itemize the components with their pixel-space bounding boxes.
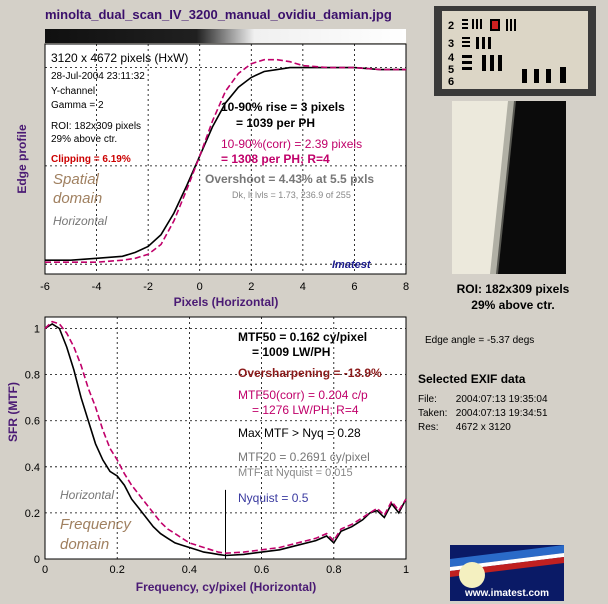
- mtf20-label: MTF20 = 0.2691 cy/pixel: [238, 450, 370, 464]
- x-tick-label: -4: [92, 281, 102, 293]
- x-tick-label: 6: [351, 281, 357, 293]
- x-tick-label: 0.8: [326, 564, 341, 576]
- spatial-label: Spatial: [53, 171, 100, 188]
- edge-profile-chart: -6 -4 -2 0 2 4 6 8 Pixels (Horizontal) Edge prof…: [15, 29, 409, 309]
- resolution-target-icon: 2 3 456: [442, 11, 588, 89]
- mtf50-corr-label: MTF50(corr) = 0.204 c/p: [238, 388, 368, 402]
- mtf50-label: MTF50 = 0.162 cy/pixel: [238, 330, 367, 344]
- y-tick-label: 0: [34, 554, 40, 566]
- y-tick-label: 0.8: [25, 370, 40, 382]
- svg-text:3: 3: [448, 38, 454, 50]
- svg-text:4: 4: [448, 52, 455, 64]
- edge-strip: [45, 29, 406, 43]
- svg-text:6: 6: [448, 76, 454, 88]
- x-tick-label: 4: [300, 281, 306, 293]
- svg-text:2: 2: [448, 20, 454, 32]
- x-tick-label: 0.6: [254, 564, 269, 576]
- gamma-label: Gamma = 2: [51, 100, 104, 111]
- y-axis-title: SFR (MTF): [6, 382, 20, 442]
- exif-label: Taken:: [418, 408, 448, 419]
- overshoot-label: Overshoot = 4.43% at 5.5 pxls: [205, 172, 374, 186]
- roi-caption: ROI: 182x309 pixels: [456, 282, 570, 296]
- rise-corr-label: 10-90%(corr) = 2.39 pixels: [221, 137, 362, 151]
- exif-value: 4672 x 3120: [455, 422, 511, 433]
- x-tick-label: 0.2: [110, 564, 125, 576]
- edge-series-0: [45, 66, 406, 261]
- imatest-label: Imatest: [332, 259, 372, 271]
- edge-plot-area: [44, 43, 407, 275]
- sfr-series-1: [44, 320, 407, 555]
- roi-image: [452, 101, 566, 274]
- mtf50-corr-lwph-label: = 1276 LW/PH; R=4: [252, 403, 359, 417]
- x-tick-label: 8: [403, 281, 409, 293]
- roi-label: ROI: 182x309 pixels: [51, 121, 141, 132]
- max-mtf-label: Max MTF > Nyq = 0.28: [238, 426, 361, 440]
- y-tick-label: 0.6: [25, 416, 40, 428]
- x-tick-label: 2: [248, 281, 254, 293]
- y-axis-title: Edge profile: [15, 124, 29, 194]
- y-tick-label: 1: [34, 324, 40, 336]
- x-tick-label: 0.4: [182, 564, 197, 576]
- sfr-chart: 0 0.2 0.4 0.6 0.8 1 0 0.2 0.4 0.6 0.8 1 Frequency, …: [6, 316, 409, 594]
- oversharpening-label: Oversharpening = -13.9%: [238, 366, 382, 380]
- rise-corr-ph-label: = 1308 per PH; R=4: [221, 152, 330, 166]
- x-tick-label: 0: [197, 281, 203, 293]
- exif-label: Res:: [418, 422, 439, 433]
- x-axis-title: Pixels (Horizontal): [174, 295, 279, 309]
- clipping-label: Clipping = 6.19%: [51, 154, 131, 165]
- y-tick-label: 0.4: [25, 462, 40, 474]
- exif-row-taken: Taken: 2004:07:13 19:34:51: [418, 408, 548, 419]
- svg-text:5: 5: [448, 64, 454, 76]
- date-label: 28-Jul-2004 23:11:32: [51, 71, 145, 82]
- levels-label: Dk, lt lvls = 1.73, 236.9 of 255: [232, 190, 351, 200]
- x-tick-label: -6: [40, 281, 50, 293]
- imatest-logo-icon: [450, 545, 564, 601]
- position-label: 29% above ctr.: [51, 134, 117, 145]
- x-tick-label: 1: [403, 564, 409, 576]
- imatest-logo[interactable]: www.imatest.com: [450, 545, 564, 601]
- domain-label: domain: [60, 536, 109, 553]
- channel-label: Y-channel: [51, 86, 95, 97]
- exif-label: File:: [418, 394, 437, 405]
- sfr-series-0: [44, 322, 407, 557]
- nyquist-label: Nyquist = 0.5: [238, 491, 309, 505]
- page-title: minolta_dual_scan_IV_3200_manual_ovidiu_…: [45, 7, 392, 22]
- exif-value: 2004:07:13 19:34:51: [455, 408, 548, 419]
- exif-row-file: File: 2004:07:13 19:35:04: [418, 394, 548, 405]
- y-tick-label: 0.2: [25, 508, 40, 520]
- imatest-url: www.imatest.com: [464, 588, 550, 599]
- exif-value: 2004:07:13 19:35:04: [455, 394, 548, 405]
- x-tick-label: -2: [143, 281, 153, 293]
- x-tick-label: 0: [42, 564, 48, 576]
- x-axis-title: Frequency, cy/pixel (Horizontal): [136, 580, 316, 594]
- exif-title: Selected EXIF data: [418, 372, 526, 386]
- mtf50-lwph-label: = 1009 LW/PH: [252, 345, 330, 359]
- exif-row-res: Res: 4672 x 3120: [418, 422, 511, 433]
- edge-angle-label: Edge angle = -5.37 degs: [425, 335, 535, 346]
- roi-position-caption: 29% above ctr.: [471, 298, 555, 312]
- domain-label: domain: [53, 190, 102, 207]
- edge-series-1: [45, 58, 406, 263]
- mtf-nyquist-label: MTF at Nyquist = 0.015: [238, 467, 353, 479]
- orientation-label: Horizontal: [60, 488, 114, 502]
- rise-label: 10-90% rise = 3 pixels: [221, 100, 345, 114]
- orientation-label: Horizontal: [53, 214, 107, 228]
- image-size-label: 3120 x 4672 pixels (HxW): [51, 51, 188, 65]
- frequency-label: Frequency: [60, 516, 132, 533]
- rise-ph-label: = 1039 per PH: [236, 116, 315, 130]
